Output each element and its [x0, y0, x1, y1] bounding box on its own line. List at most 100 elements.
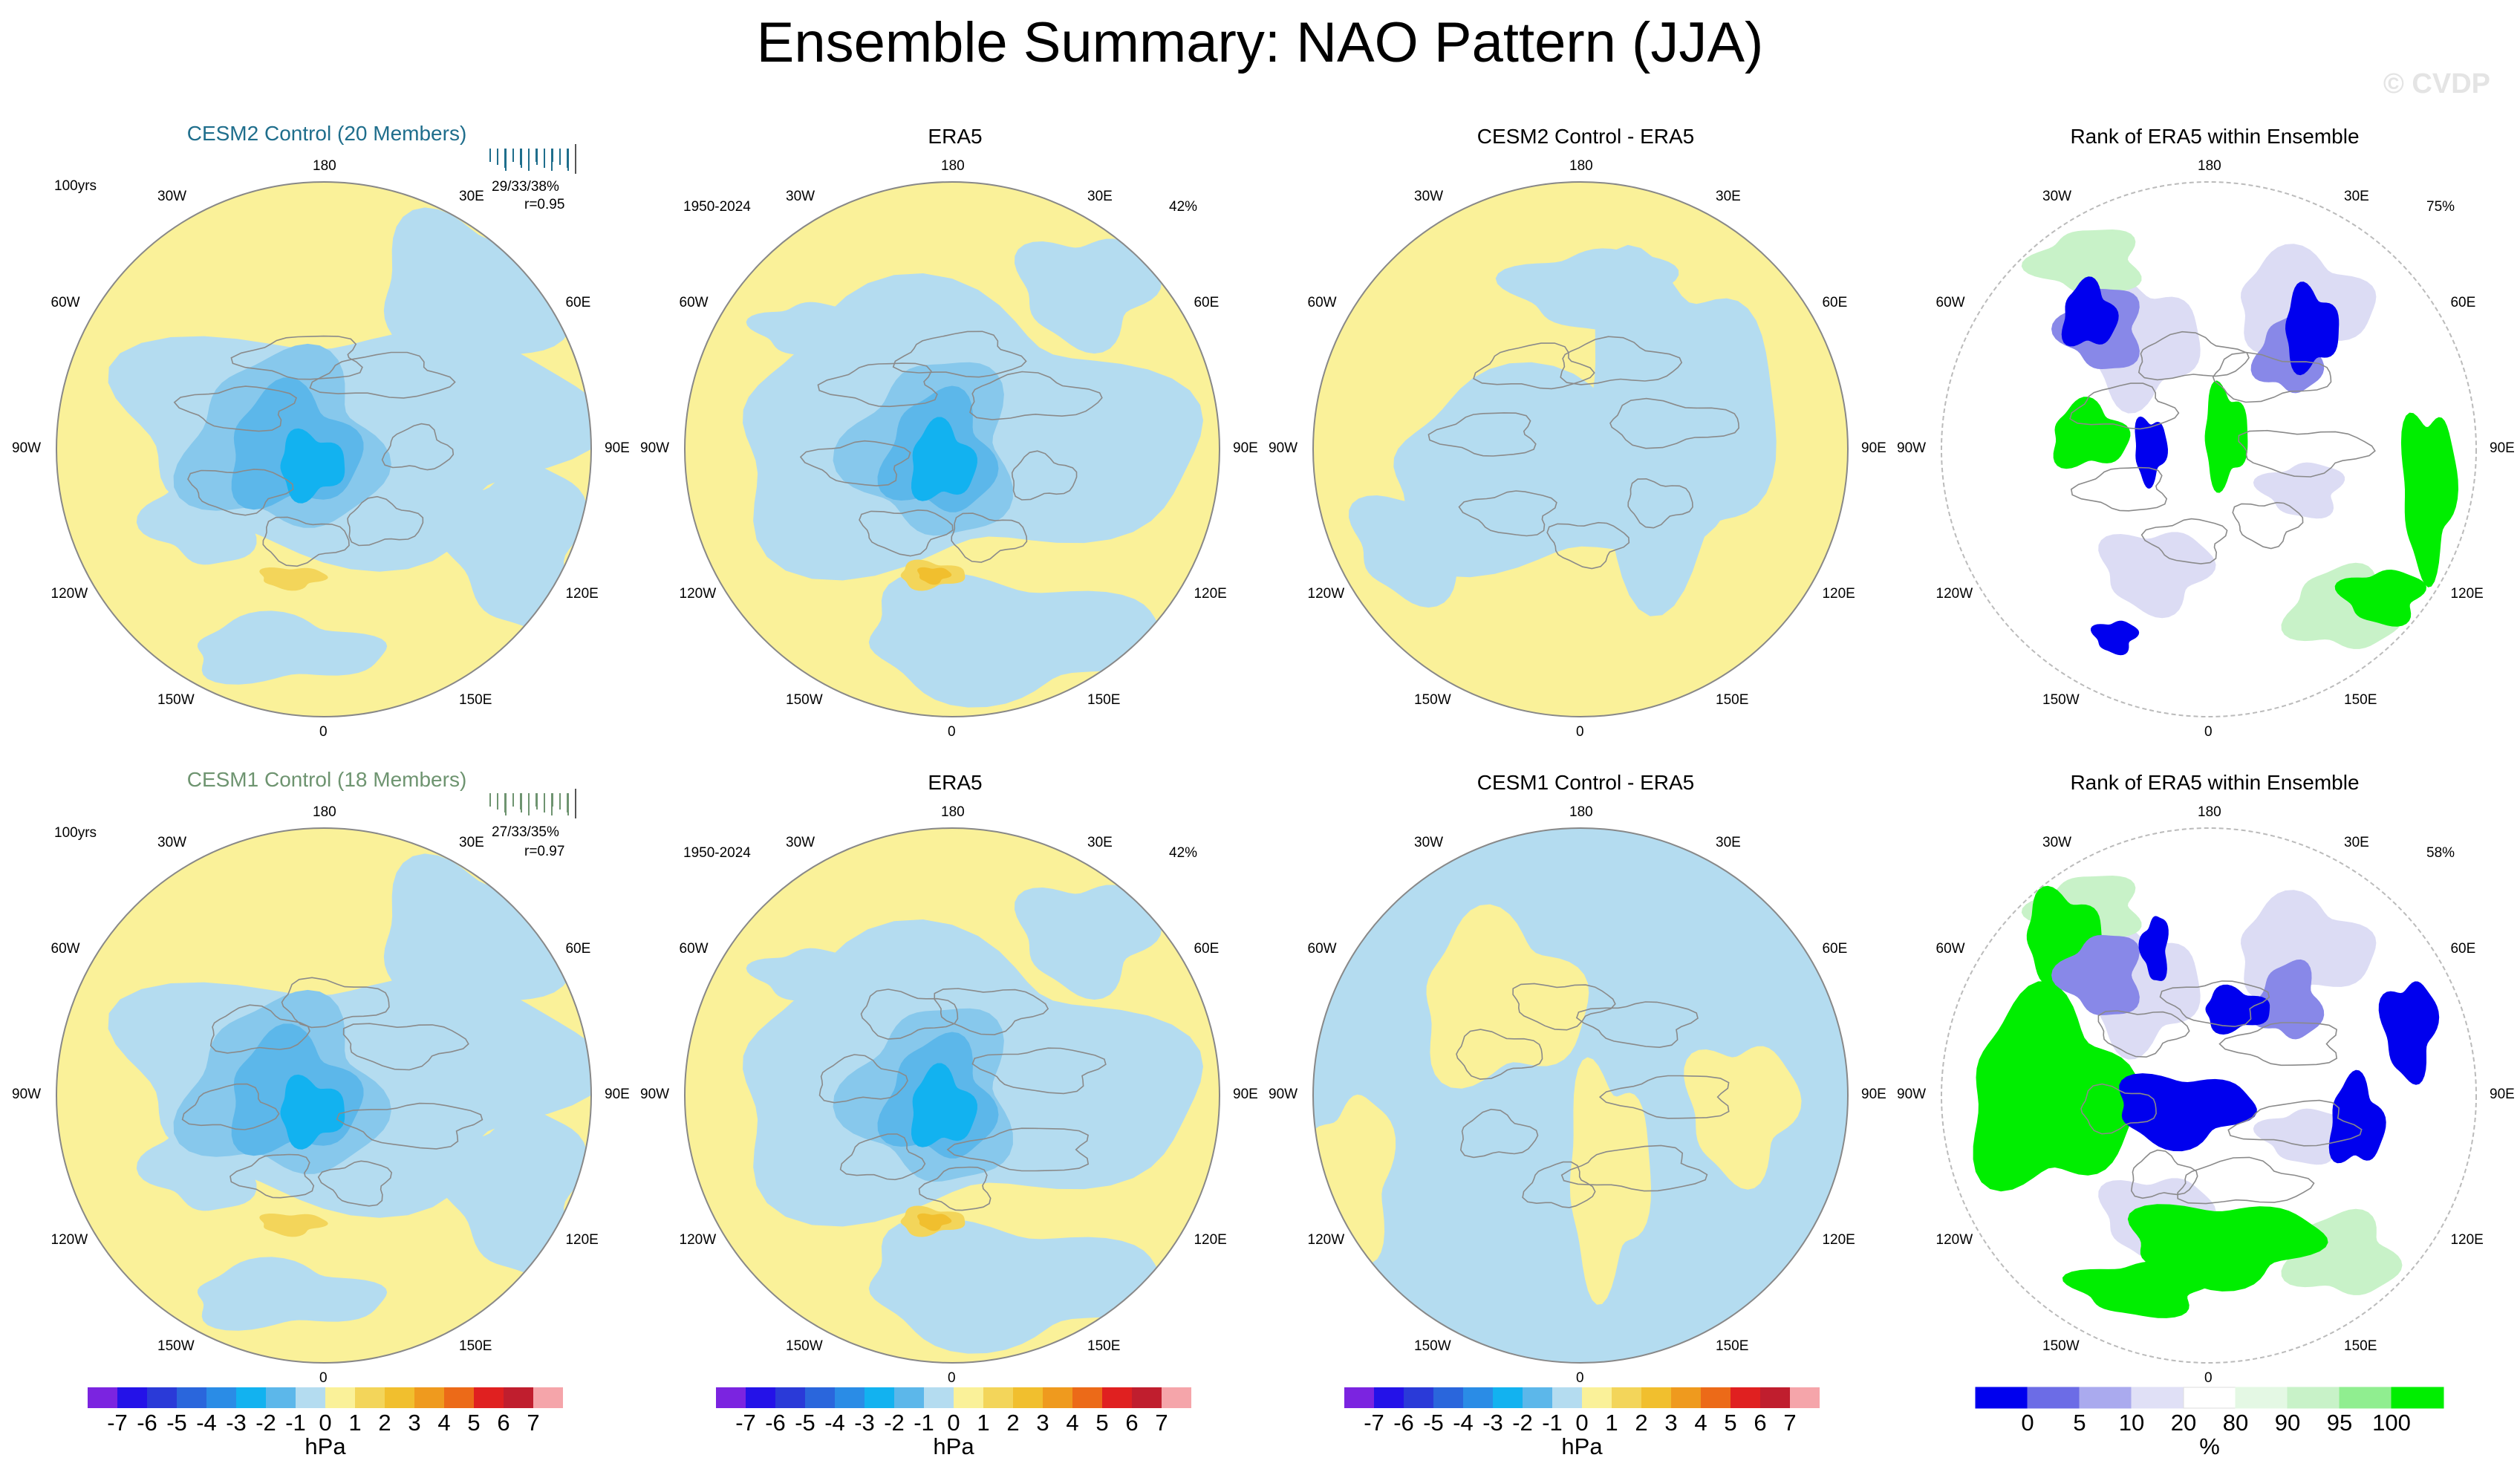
- colorbar-unit: hPa: [933, 1433, 974, 1459]
- contour-region: [2051, 935, 2140, 1015]
- colorbar-swatch: [206, 1387, 236, 1408]
- meridian-label-120W: 120W: [1307, 586, 1345, 602]
- coastline: [918, 1166, 992, 1211]
- map-border: [56, 827, 592, 1364]
- meridian-label-120W: 120W: [1307, 1232, 1345, 1248]
- rank-tick-label: 20: [2170, 1410, 2197, 1436]
- colorbar-swatch: [865, 1387, 894, 1408]
- meridian-label-150E: 150E: [459, 1338, 492, 1355]
- meridian-label-150W: 150W: [786, 692, 823, 709]
- meridian-label-150W: 150W: [157, 692, 195, 709]
- map-field: [1941, 828, 2476, 1363]
- meridian-label-90E: 90E: [605, 440, 630, 456]
- colorbar-swatch: [385, 1387, 414, 1408]
- meridian-label-180: 180: [941, 804, 965, 820]
- coastline: [230, 335, 363, 380]
- coastline: [1575, 1001, 1699, 1049]
- coastline: [2227, 1099, 2363, 1147]
- colorbar-swatch: [117, 1387, 147, 1408]
- meridian-label-150W: 150W: [2042, 692, 2080, 709]
- meridian-label-60E: 60E: [1194, 295, 1220, 310]
- map-panel-8: [1941, 827, 2477, 1364]
- contour-region: [868, 1217, 1167, 1354]
- rank-swatch: [2131, 1387, 2184, 1409]
- meridian-label-150E: 150E: [459, 692, 492, 709]
- meridian-label-90W: 90W: [1269, 1087, 1298, 1102]
- colorbar-tick-label: 2: [1635, 1410, 1648, 1436]
- rank-tick-label: 80: [2222, 1410, 2249, 1436]
- colorbar-swatch: [88, 1387, 117, 1408]
- meridian-label-30E: 30E: [2344, 188, 2369, 204]
- contour-region: [2062, 1261, 2215, 1318]
- colorbar-swatch: [983, 1387, 1013, 1408]
- panel-title-rank-bottom: Rank of ERA5 within Ensemble: [2070, 771, 2360, 794]
- colorbar-hpa: [716, 1387, 1191, 1408]
- colorbar-hpa: [88, 1387, 563, 1408]
- meridian-label-90W: 90W: [640, 1087, 670, 1102]
- meridian-label-0: 0: [948, 724, 956, 740]
- coastline: [1011, 450, 1078, 501]
- colorbar-swatch: [1552, 1387, 1582, 1408]
- rank-swatch: [2027, 1387, 2080, 1409]
- meridian-label-120W: 120W: [1935, 1232, 1973, 1248]
- member-ticks: [489, 144, 576, 174]
- meridian-label-90W: 90W: [1897, 440, 1927, 456]
- meridian-label-0: 0: [2204, 724, 2213, 740]
- colorbar-tick-label: 5: [467, 1410, 481, 1436]
- coastline: [317, 1160, 393, 1207]
- colorbar-swatch: [716, 1387, 746, 1408]
- coastline: [2218, 1022, 2338, 1066]
- contour-region: [1569, 1057, 1651, 1305]
- meridian-label-120W: 120W: [679, 586, 717, 602]
- colorbar-swatch: [1374, 1387, 1404, 1408]
- years-label: 100yrs: [54, 825, 97, 841]
- meridian-label-180: 180: [313, 158, 336, 174]
- coastline: [2097, 1010, 2190, 1058]
- map-panel-3: [1312, 181, 1849, 717]
- pattern-correlation: r=0.97: [524, 844, 565, 859]
- variance-label: 42%: [1169, 845, 1198, 861]
- coastline: [1458, 490, 1557, 537]
- colorbar-tick-label: -4: [1453, 1410, 1474, 1436]
- meridian-label-0: 0: [948, 1370, 956, 1386]
- meridian-label-90E: 90E: [1861, 1087, 1886, 1102]
- contour-region: [746, 948, 856, 1005]
- contour-region: [280, 428, 345, 504]
- meridian-label-90E: 90E: [1861, 440, 1886, 456]
- variance-label: 42%: [1169, 199, 1198, 215]
- colorbar-swatch: [1013, 1387, 1043, 1408]
- colorbar-tick-label: -2: [1512, 1410, 1533, 1436]
- meridian-label-60E: 60E: [1194, 941, 1220, 957]
- colorbar-tick-label: 6: [497, 1410, 510, 1436]
- colorbar-swatch: [805, 1387, 835, 1408]
- meridian-label-60W: 60W: [51, 295, 80, 310]
- colorbar-tick-label: -4: [196, 1410, 217, 1436]
- rank-tick-label: 90: [2274, 1410, 2301, 1436]
- colorbar-swatch: [1102, 1387, 1132, 1408]
- colorbar-swatch: [1344, 1387, 1374, 1408]
- colorbar-tick-label: -7: [107, 1410, 128, 1436]
- colorbar-tick-label: -2: [255, 1410, 276, 1436]
- meridian-label-30E: 30E: [1087, 834, 1113, 850]
- contour-region: [2135, 416, 2168, 489]
- contour-region: [1349, 492, 1496, 608]
- map-border: [1312, 181, 1849, 717]
- colorbar-tick-label: -3: [1482, 1410, 1503, 1436]
- contour-region: [2253, 1108, 2345, 1165]
- colorbar-tick-label: 0: [319, 1410, 332, 1436]
- rank-unit: %: [2199, 1433, 2220, 1459]
- contour-region: [1426, 904, 1589, 1089]
- colorbar-tick-label: -3: [854, 1410, 875, 1436]
- colorbar-swatch: [835, 1387, 865, 1408]
- colorbar-swatch: [1641, 1387, 1671, 1408]
- colorbar-tick-label: 1: [348, 1410, 362, 1436]
- meridian-label-30W: 30W: [2042, 834, 2072, 850]
- meridian-label-120E: 120E: [1194, 1232, 1227, 1248]
- coastline: [859, 509, 954, 557]
- map-field: [1313, 182, 1848, 717]
- colorbar-swatch: [775, 1387, 805, 1408]
- map-panel-1: [56, 181, 592, 717]
- colorbar-tick-label: 3: [1664, 1410, 1678, 1436]
- rank-percent-label: 75%: [2426, 199, 2455, 215]
- colorbar-tick-label: 3: [1036, 1410, 1049, 1436]
